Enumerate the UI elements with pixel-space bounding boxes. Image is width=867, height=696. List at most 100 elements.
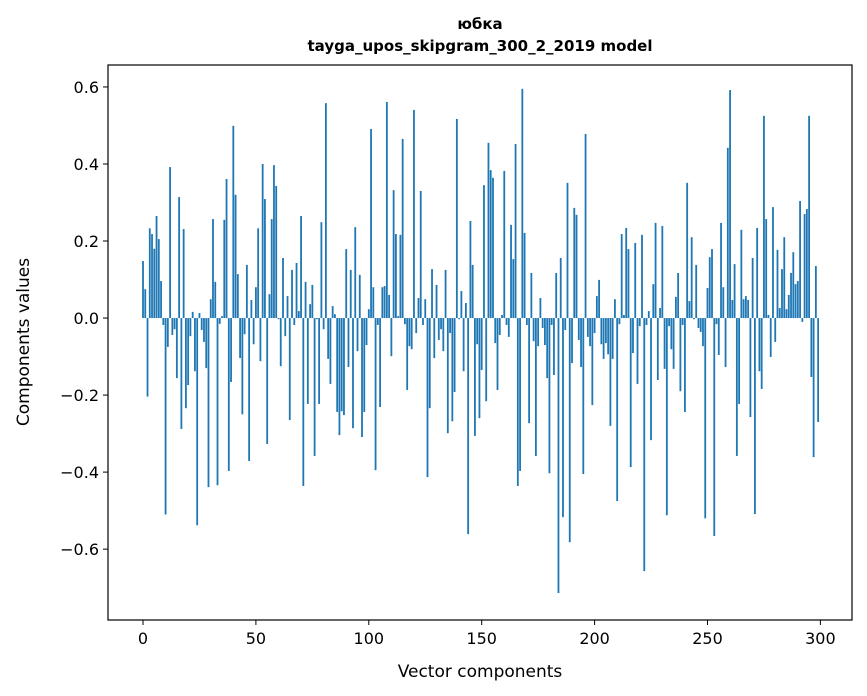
bar [309, 304, 311, 319]
bar [483, 185, 485, 319]
bar [424, 299, 427, 319]
bar [595, 296, 598, 319]
bar [261, 163, 264, 319]
bar [225, 179, 228, 319]
bar [334, 314, 336, 319]
bar [799, 200, 801, 319]
bar [259, 318, 262, 362]
y-tick-label: −0.6 [60, 540, 99, 559]
bar [345, 249, 348, 319]
bar [266, 318, 269, 444]
bar [677, 272, 680, 319]
chart-subtitle: tayga_upos_skipgram_300_2_2019 model [308, 37, 653, 55]
bar [200, 318, 203, 330]
bar [293, 318, 296, 325]
bar [729, 90, 731, 319]
bar [724, 318, 727, 367]
bar [428, 318, 431, 409]
bar [699, 318, 702, 332]
bar [715, 318, 718, 325]
bar [153, 248, 156, 319]
bar [464, 303, 467, 319]
bar [241, 318, 244, 415]
bar [444, 269, 447, 319]
bar [374, 318, 377, 471]
bar [191, 311, 194, 319]
bar [352, 318, 354, 429]
bar [270, 219, 273, 319]
bar [512, 259, 515, 319]
x-axis: 0 50 100 150 200 250 300 [138, 620, 836, 648]
bar [618, 318, 621, 325]
bar [740, 229, 743, 319]
bar [616, 318, 619, 501]
bar [205, 318, 208, 369]
bar [182, 229, 185, 319]
bar [636, 318, 639, 384]
bar [453, 318, 456, 392]
bar [674, 296, 677, 319]
bar [223, 219, 226, 319]
bar [503, 170, 506, 319]
bar [577, 318, 580, 340]
bar [264, 199, 266, 319]
bar [243, 318, 246, 335]
bar [451, 318, 454, 422]
bar [589, 318, 591, 347]
x-tick-label: 50 [246, 629, 266, 648]
bar [681, 318, 684, 325]
bar [738, 318, 741, 404]
bar [580, 318, 582, 367]
bar [702, 318, 704, 347]
bar [383, 286, 386, 319]
bar [406, 318, 409, 391]
bar [361, 318, 363, 438]
bar [431, 269, 433, 319]
bar [313, 318, 316, 456]
bar [638, 318, 641, 327]
bar [273, 165, 275, 319]
bar [686, 182, 689, 319]
bar [476, 318, 479, 345]
bar [643, 318, 646, 572]
bar [532, 318, 535, 342]
bar [794, 284, 797, 319]
bar [151, 234, 153, 319]
bar [654, 222, 657, 319]
bar [286, 296, 289, 319]
bar [169, 167, 171, 319]
bar [808, 115, 811, 319]
bar [591, 318, 594, 406]
bar [690, 237, 693, 319]
bar [787, 294, 790, 319]
bar [302, 318, 305, 486]
bar [548, 318, 551, 474]
bar [632, 318, 634, 354]
bar [604, 318, 607, 344]
bar [446, 318, 449, 434]
bar [365, 318, 368, 346]
bar [623, 314, 625, 319]
bar [275, 185, 278, 319]
bar [189, 318, 192, 337]
bar [239, 318, 241, 359]
bar [627, 249, 630, 319]
bar [553, 318, 555, 376]
bar [650, 318, 652, 441]
y-tick-label: 0.6 [74, 78, 99, 97]
x-tick-label: 200 [579, 629, 610, 648]
bar [157, 239, 160, 319]
bar [688, 301, 691, 319]
bar [381, 287, 384, 319]
bar [300, 215, 302, 319]
bar [767, 314, 770, 319]
bar [598, 279, 601, 319]
bar [763, 115, 765, 319]
bar [480, 318, 483, 371]
bar [611, 318, 614, 359]
bar [268, 294, 271, 319]
bar [814, 266, 817, 319]
bar [234, 194, 237, 319]
bar [772, 207, 774, 319]
